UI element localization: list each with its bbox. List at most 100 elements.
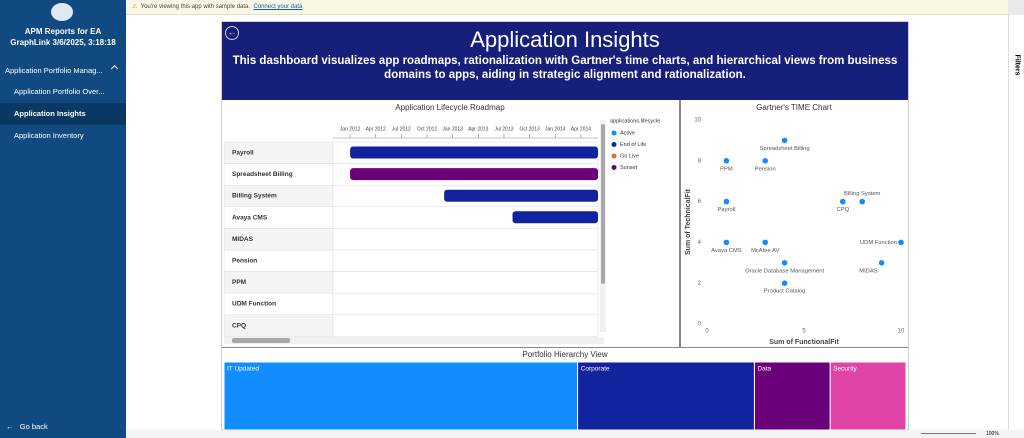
- y-axis-label: Sum of TechnicalFit: [685, 188, 692, 255]
- x-tick-label: 5: [802, 329, 806, 335]
- point: [840, 198, 846, 205]
- tile-label: IT Updated: [227, 366, 259, 373]
- x-tick-label: Oct 2013: [519, 126, 540, 132]
- x-tick-label: Jul 2013: [495, 126, 514, 132]
- gantt-bar: [512, 211, 598, 224]
- point: [898, 239, 904, 246]
- y-tick-label: 6: [698, 199, 702, 205]
- h-scrollbar: [224, 337, 604, 344]
- nav-item[interactable]: Application Inventory: [14, 131, 84, 140]
- legend-title: applications.lifecycle: [610, 118, 660, 124]
- back-button[interactable]: ←: [225, 26, 239, 40]
- point-label: UDM Function: [860, 240, 897, 246]
- legend-swatch: [611, 165, 617, 170]
- go-back[interactable]: ← Go back: [0, 416, 126, 438]
- x-tick-label: Jan 2013: [442, 126, 463, 132]
- nav-item[interactable]: Application Portfolio Over...: [14, 87, 105, 96]
- row-label: PPM: [232, 279, 246, 286]
- point: [781, 260, 788, 266]
- y-tick-label: 10: [694, 118, 701, 124]
- x-axis-label: Sum of FunctionalFit: [769, 339, 839, 346]
- point: [762, 239, 768, 246]
- row-label: Avaya CMS: [232, 214, 268, 221]
- x-tick-label: Jul 2012: [392, 126, 411, 132]
- divider: [222, 347, 908, 348]
- point-label: Billing System: [844, 191, 881, 197]
- point-label: PPM: [720, 166, 733, 172]
- point-label: Avaya CMS: [711, 248, 742, 254]
- legend-swatch: [611, 153, 617, 159]
- legend-label: Sunset: [620, 165, 638, 171]
- row-label: Billing System: [232, 193, 277, 200]
- x-tick-label: Jan 2014: [545, 126, 566, 132]
- y-tick-label: 2: [698, 281, 702, 287]
- row-label: Spreadsheet Billing: [232, 171, 293, 178]
- back-arrow: ←: [6, 422, 14, 431]
- banner-title: Application Insights: [470, 27, 660, 52]
- point-label: MIDAS: [859, 268, 877, 274]
- point: [723, 198, 730, 205]
- legend-swatch: [611, 142, 617, 147]
- banner-description: This dashboard visualizes app roadmaps, …: [232, 55, 898, 81]
- x-tick-label: Apr 2012: [366, 126, 387, 132]
- y-tick-label: 8: [698, 158, 702, 164]
- point: [723, 158, 730, 164]
- y-tick-label: 0: [698, 322, 702, 328]
- legend-label: End of Life: [620, 142, 646, 148]
- tile: [753, 361, 831, 430]
- gantt-chart: Application Lifecycle Roadmap Jan 2012 Apr…: [223, 103, 660, 344]
- y-tick-label: 4: [698, 240, 702, 246]
- chart-title: Portfolio Hierarchy View: [522, 350, 607, 359]
- row: [332, 228, 599, 251]
- point-label: McAfee AV: [751, 248, 779, 254]
- point: [762, 158, 768, 164]
- tile-label: Data: [757, 366, 771, 373]
- filters-pane[interactable]: Filters: [1008, 15, 1024, 430]
- v-scroll-thumb: [601, 124, 605, 284]
- row: [332, 249, 599, 272]
- zoom-level: 100%: [986, 431, 999, 437]
- divider: [679, 100, 681, 348]
- h-scroll-thumb: [232, 338, 290, 343]
- row: [332, 271, 599, 294]
- sidebar: APM Reports for EA GraphLink 3/6/2025, 3…: [0, 0, 126, 438]
- point: [781, 280, 788, 286]
- chart-title: Application Lifecycle Roadmap: [395, 103, 505, 112]
- warning-icon: ⚠: [132, 4, 138, 10]
- go-back-text: Go back: [19, 422, 48, 431]
- tile-label: Corporate: [581, 366, 610, 373]
- tile: [829, 361, 907, 430]
- row: [332, 314, 599, 337]
- x-tick-label: Oct 2012: [417, 126, 438, 132]
- point-label: Pension: [755, 166, 776, 172]
- point: [859, 198, 865, 205]
- row-label: UDM Function: [232, 301, 276, 308]
- row-label: CPQ: [232, 322, 246, 329]
- nav-item-selected[interactable]: Application Insights: [0, 103, 126, 125]
- nav-section[interactable]: Application Portfolio Manag...: [5, 66, 103, 75]
- filters-label: Filters: [1013, 54, 1021, 76]
- row-label: MIDAS: [232, 236, 254, 243]
- point: [781, 137, 788, 144]
- banner: ← Application Insights This dashboard vi…: [222, 22, 908, 100]
- scatter-chart: Gartner's TIME Chart 0 5 10 0 2 4 6 8 10 Sum of Fu…: [685, 103, 905, 346]
- connect-link[interactable]: Connect your data: [253, 4, 303, 10]
- point-label: Payroll: [718, 207, 736, 213]
- tile-label: Security: [833, 366, 857, 373]
- point: [878, 260, 885, 266]
- x-tick-label: Apr 2013: [468, 126, 489, 132]
- row-label: Pension: [232, 258, 257, 265]
- zoom-slider[interactable]: [921, 433, 976, 434]
- point-label: Oracle Database Management: [745, 268, 824, 274]
- point-label: CPQ: [837, 207, 850, 213]
- x-tick-label: 10: [898, 329, 905, 335]
- legend-label: Go Live: [620, 153, 639, 159]
- legend-label: Active: [620, 130, 635, 136]
- point: [723, 239, 730, 246]
- app-title: APM Reports for EA: [24, 27, 102, 36]
- point-label: Spreadsheet Billing: [760, 146, 810, 152]
- gantt-bar: [350, 168, 598, 181]
- gantt-bar: [444, 189, 598, 202]
- chart-title: Gartner's TIME Chart: [756, 103, 832, 112]
